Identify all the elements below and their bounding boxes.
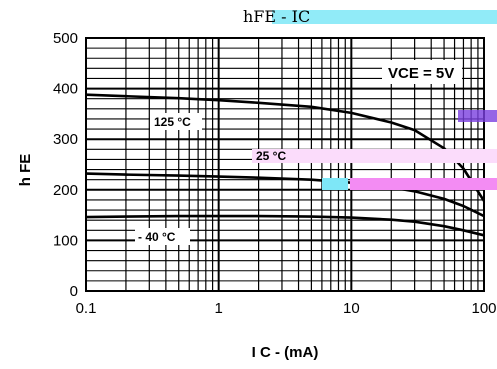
series-line-2 xyxy=(85,214,485,237)
series-label-125c: 125 °C xyxy=(154,115,191,129)
y-tick-label: 500 xyxy=(53,30,78,47)
curves xyxy=(85,93,486,237)
x-tick-labels: 0.1 1 10 100 xyxy=(76,300,497,317)
label-bg-25 xyxy=(252,149,497,163)
plot-frame xyxy=(85,37,485,292)
label-bg-40 xyxy=(135,228,190,245)
label-bg-125 xyxy=(150,113,202,130)
annotation-bg xyxy=(382,60,462,84)
highlight-cyan xyxy=(322,178,348,190)
y-tick-label: 100 xyxy=(53,232,78,249)
x-tick-label: 100 xyxy=(471,300,496,317)
x-tick-label: 0.1 xyxy=(76,300,97,317)
y-tick-label: 400 xyxy=(53,81,78,98)
x-tick-label: 10 xyxy=(343,300,360,317)
y-tick-label: 0 xyxy=(70,283,78,300)
chart-title: hFE - IC xyxy=(243,7,310,26)
x-axis-title: I C - (mA) xyxy=(252,344,319,361)
title-highlight xyxy=(272,10,497,24)
y-tick-label: 300 xyxy=(53,131,78,148)
x-tick-label: 1 xyxy=(214,300,222,317)
series-label-minus40c: - 40 °C xyxy=(138,230,176,244)
y-tick-label: 200 xyxy=(53,182,78,199)
y-axis-title: h FE xyxy=(17,154,34,187)
highlight-magenta xyxy=(350,178,497,190)
series-label-25c: 25 °C xyxy=(256,149,286,163)
y-tick-labels: 0 100 200 300 400 500 xyxy=(53,30,78,300)
annotation-vce: VCE = 5V xyxy=(388,65,454,82)
highlight-purple xyxy=(458,110,497,122)
